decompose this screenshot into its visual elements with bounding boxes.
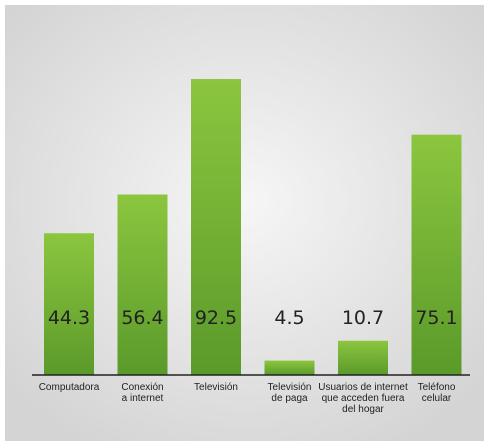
category-label: Computadora xyxy=(39,382,100,393)
bar xyxy=(191,79,241,375)
bar xyxy=(44,233,94,375)
category-label: Conexión a internet xyxy=(121,382,163,404)
category-label-line: Televisión xyxy=(194,382,238,393)
category-label-line: celular xyxy=(422,393,452,404)
category-label-line: a internet xyxy=(122,393,164,404)
category-label-line: que acceden fuera xyxy=(322,393,405,404)
bar-value-label: 10.7 xyxy=(342,307,384,329)
category-label-line: del hogar xyxy=(342,404,384,415)
category-label-line: de paga xyxy=(271,393,308,404)
bar-value-label: 56.4 xyxy=(121,307,163,329)
category-label: Televisión de paga xyxy=(268,382,312,404)
bar-value-label: 92.5 xyxy=(195,307,237,329)
bar-value-label: 4.5 xyxy=(274,307,304,329)
category-label: Teléfono celular xyxy=(418,382,456,404)
category-label: Televisión xyxy=(194,382,238,393)
bar-value-label: 44.3 xyxy=(48,307,90,329)
category-label-line: Usuarios de internet xyxy=(318,382,408,393)
bar-value-label: 75.1 xyxy=(415,307,457,329)
value-labels-group: 44.3 56.4 92.5 4.5 10.7 75.1 xyxy=(48,307,458,329)
category-label-line: Computadora xyxy=(39,382,100,393)
bar xyxy=(411,134,462,375)
category-label-line: Teléfono xyxy=(418,382,456,393)
bar xyxy=(338,340,388,375)
category-label-line: Televisión xyxy=(268,382,312,393)
bars-group xyxy=(44,79,462,375)
category-label-line: Conexión xyxy=(121,382,163,393)
bar xyxy=(264,360,315,375)
bar xyxy=(117,194,168,375)
category-label: Usuarios de internet que acceden fuera del… xyxy=(318,382,408,415)
